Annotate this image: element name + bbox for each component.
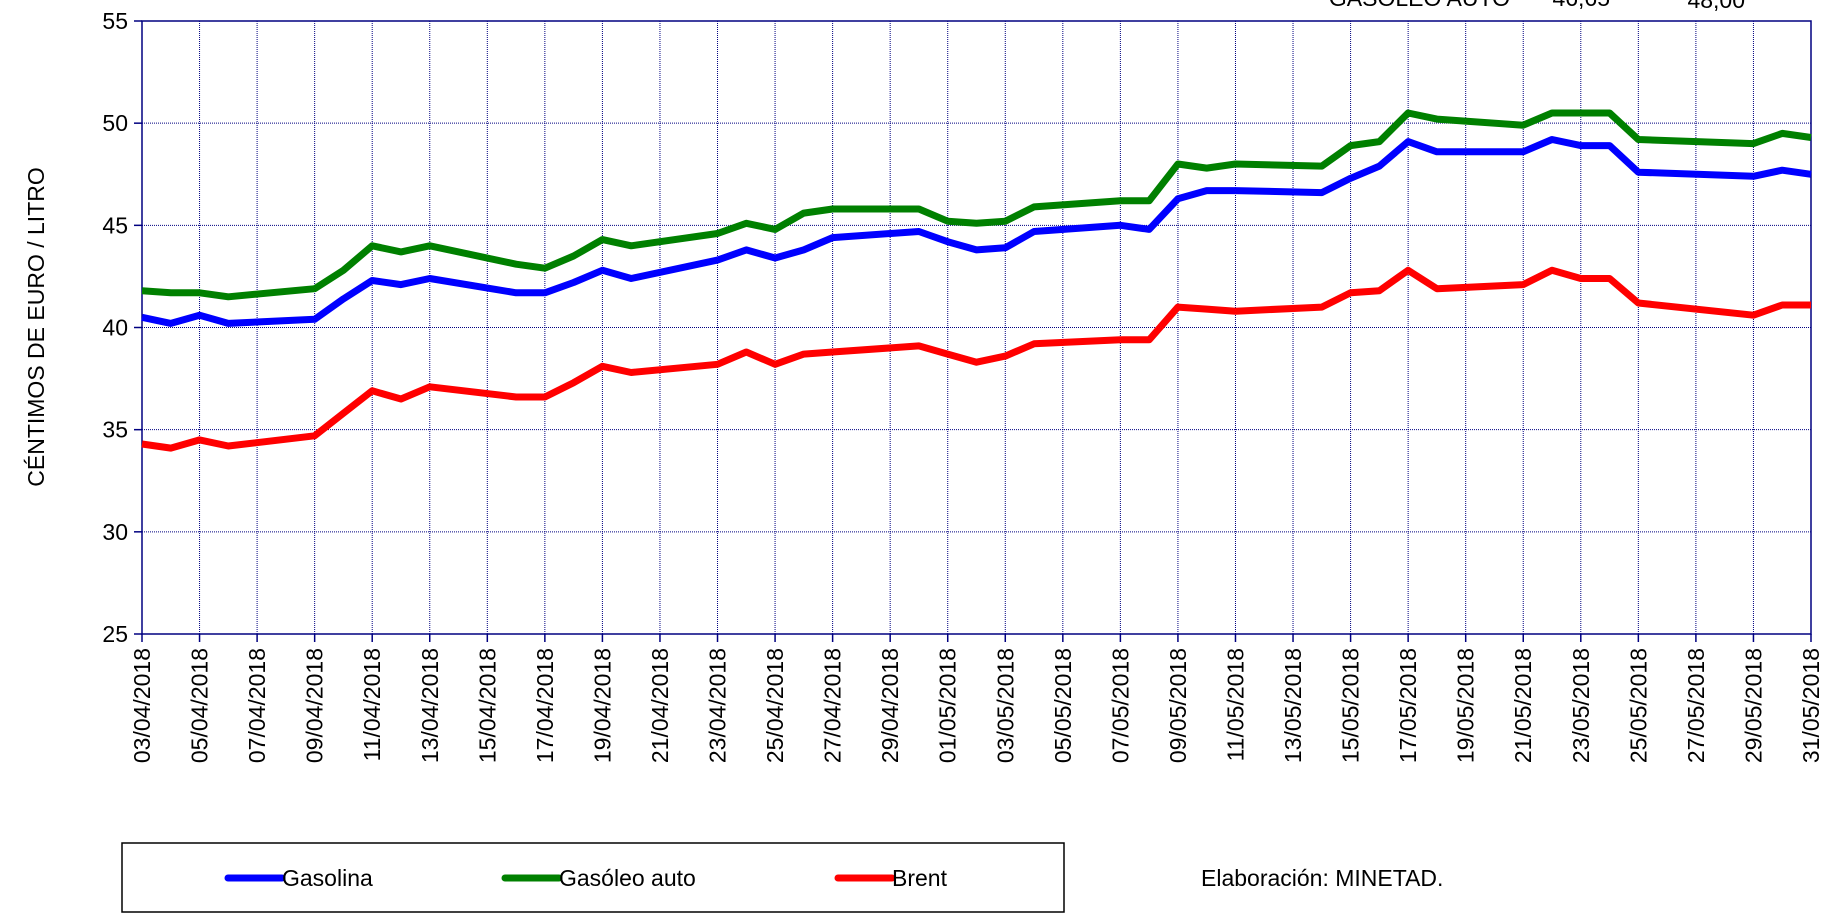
x-tick-label: 31/05/2018 — [1798, 648, 1824, 763]
y-tick-label: 45 — [102, 212, 128, 238]
x-tick-label: 27/05/2018 — [1683, 648, 1709, 763]
x-tick-label: 07/04/2018 — [244, 648, 270, 763]
x-tick-label: 23/04/2018 — [705, 648, 731, 763]
annotation: GASÓLEO AUTO — [1329, 0, 1510, 11]
plot-border — [141, 20, 1812, 635]
x-tick-label: 25/04/2018 — [762, 648, 788, 763]
x-tick-label: 29/05/2018 — [1740, 648, 1766, 763]
x-tick-label: 23/05/2018 — [1568, 648, 1594, 763]
x-tick-label: 03/05/2018 — [992, 648, 1018, 763]
x-tick-label: 11/04/2018 — [359, 648, 385, 761]
legend-label: Gasolina — [282, 865, 373, 891]
x-tick-label: 29/04/2018 — [877, 648, 903, 763]
x-tick-label: 27/04/2018 — [820, 648, 846, 763]
x-tick-label: 07/05/2018 — [1107, 648, 1133, 763]
y-tick-label: 25 — [102, 621, 128, 647]
x-tick-label: 21/04/2018 — [647, 648, 673, 763]
x-tick-label: 05/05/2018 — [1050, 648, 1076, 763]
source-note: Elaboración: MINETAD. — [1201, 865, 1443, 891]
annotation: 46,65 — [1552, 0, 1610, 11]
x-tick-label: 15/05/2018 — [1338, 648, 1364, 763]
legend-label: Gasóleo auto — [559, 865, 696, 891]
series-line — [141, 136, 1812, 327]
x-tick-label: 19/04/2018 — [589, 648, 615, 763]
y-tick-label: 30 — [102, 519, 128, 545]
y-tick-label: 50 — [102, 110, 128, 136]
x-tick-label: 11/05/2018 — [1222, 648, 1248, 761]
y-tick-label: 55 — [102, 8, 128, 34]
x-tick-label: 19/05/2018 — [1453, 648, 1479, 763]
x-tick-label: 03/04/2018 — [129, 648, 155, 763]
y-tick-label: 35 — [102, 417, 128, 443]
x-tick-label: 25/05/2018 — [1625, 648, 1651, 763]
x-tick-label: 05/04/2018 — [187, 648, 213, 763]
y-tick-label: 40 — [102, 315, 128, 341]
x-tick-label: 01/05/2018 — [935, 648, 961, 763]
series-line — [141, 266, 1811, 452]
y-axis-label: CÉNTIMOS DE EURO / LITRO — [23, 167, 49, 486]
x-tick-label: 13/04/2018 — [417, 648, 443, 763]
x-tick-label: 17/05/2018 — [1395, 648, 1421, 763]
annotation: 48,00 — [1687, 0, 1745, 13]
series-line — [141, 109, 1812, 301]
x-tick-label: 13/05/2018 — [1280, 648, 1306, 763]
x-tick-label: 09/05/2018 — [1165, 648, 1191, 763]
x-tick-label: 17/04/2018 — [532, 648, 558, 763]
legend-label: Brent — [892, 865, 948, 891]
x-tick-label: 15/04/2018 — [474, 648, 500, 763]
x-tick-label: 09/04/2018 — [302, 648, 328, 763]
x-tick-label: 21/05/2018 — [1510, 648, 1536, 763]
